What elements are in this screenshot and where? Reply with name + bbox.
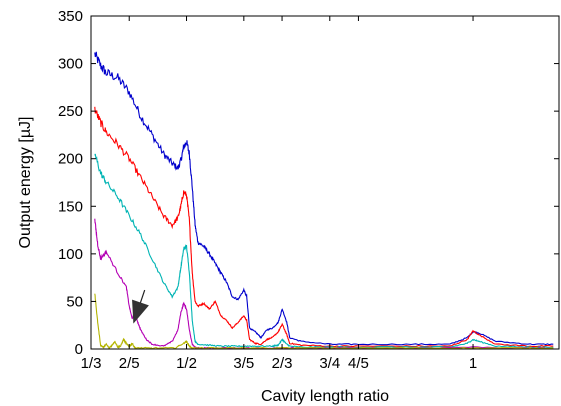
y-axis-label: Output energy [µJ] xyxy=(17,117,34,249)
series-line-4 xyxy=(94,218,554,350)
x-tick-label: 3/5 xyxy=(233,355,254,372)
x-tick-label: 1 xyxy=(469,355,477,372)
y-tick-label: 350 xyxy=(58,8,83,25)
x-tick-label: 2/3 xyxy=(272,355,293,372)
y-tick-label: 0 xyxy=(75,341,83,358)
y-tick-label: 100 xyxy=(58,246,83,263)
x-tick-label: 1/2 xyxy=(176,355,197,372)
x-axis-label: Cavity length ratio xyxy=(261,388,389,405)
series-line-2 xyxy=(94,106,554,348)
y-tick-label: 150 xyxy=(58,198,83,215)
series-layer xyxy=(94,51,554,350)
annotation-layer xyxy=(132,289,149,324)
x-tick-label: 2/5 xyxy=(119,355,140,372)
series-line-3 xyxy=(94,153,554,349)
x-tick-label: 4/5 xyxy=(348,355,369,372)
arrow-head xyxy=(132,299,149,324)
plot-frame xyxy=(90,15,560,350)
y-tick-label: 250 xyxy=(58,103,83,120)
series-line-1 xyxy=(94,51,554,346)
y-tick-label: 50 xyxy=(66,293,83,310)
y-tick-label: 300 xyxy=(58,56,83,73)
y-tick-label: 200 xyxy=(58,151,83,168)
x-tick-label: 3/4 xyxy=(319,355,340,372)
tick-layer: 1/3 2/5 1/2 3/5 2/3 3/4 4/5 1 0 50 100 150 200 250 300… xyxy=(58,8,559,372)
x-tick-label: 1/3 xyxy=(81,355,102,372)
series-line-5 xyxy=(94,293,554,350)
